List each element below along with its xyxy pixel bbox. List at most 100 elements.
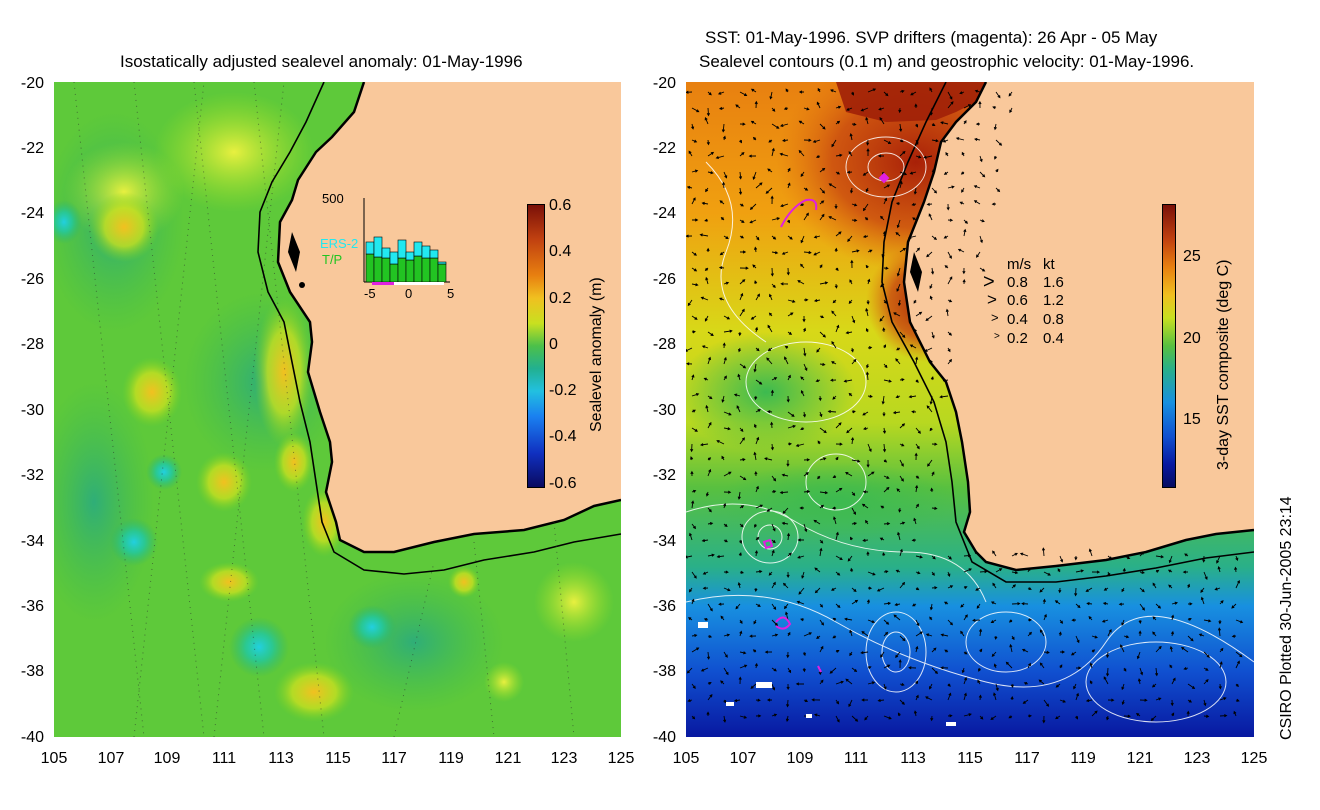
- velocity-vector: [972, 618, 981, 622]
- velocity-vector: [723, 667, 729, 676]
- velocity-vector: [1235, 651, 1243, 658]
- velocity-vector: [931, 442, 938, 446]
- velocity-vector: [865, 371, 870, 381]
- velocity-vector: [691, 197, 696, 205]
- velocity-vector: [915, 311, 923, 317]
- velocity-vector: [830, 89, 837, 93]
- velocity-vector: [1059, 619, 1064, 624]
- velocity-vector: [691, 647, 700, 653]
- left-x-tick: 107: [97, 750, 125, 767]
- right-x-tick: 119: [1070, 750, 1096, 767]
- velocity-vector: [770, 267, 774, 277]
- velocity-vector: [1122, 567, 1126, 573]
- velocity-vector: [1043, 571, 1051, 576]
- velocity-vector: [750, 315, 757, 320]
- velocity-vector: [963, 586, 968, 590]
- velocity-vector: [1074, 587, 1078, 597]
- velocity-vector: [943, 601, 949, 605]
- velocity-vector: [866, 148, 870, 157]
- velocity-vector: [835, 105, 842, 109]
- velocity-vector: [899, 123, 903, 133]
- velocity-vector: [907, 235, 917, 239]
- velocity-vector: [686, 362, 693, 366]
- velocity-vector: [690, 456, 694, 461]
- velocity-vector: [799, 506, 805, 510]
- velocity-vector: [959, 201, 965, 205]
- velocity-vector: [1027, 618, 1033, 622]
- velocity-vector: [738, 171, 743, 180]
- velocity-vector: [931, 555, 936, 560]
- velocity-vector: [851, 315, 856, 324]
- velocity-vector: [722, 181, 726, 189]
- velocity-vector: [813, 713, 821, 717]
- velocity-vector: [893, 614, 901, 621]
- velocity-vector: [877, 698, 885, 703]
- velocity-vector: [787, 442, 793, 446]
- velocity-vector: [704, 116, 709, 125]
- velocity-vector: [771, 147, 775, 157]
- velocity-vector: [767, 168, 773, 173]
- velocity-vector: [1182, 570, 1189, 574]
- velocity-vector: [915, 587, 920, 591]
- left-x-tick: 115: [325, 750, 351, 767]
- velocity-vector: [939, 395, 949, 399]
- velocity-vector: [752, 649, 757, 653]
- velocity-vector: [931, 586, 938, 590]
- velocity-vector: [931, 123, 936, 126]
- velocity-vector: [1105, 667, 1110, 677]
- velocity-vector: [911, 202, 917, 206]
- velocity-vector: [929, 427, 933, 432]
- velocity-vector: [915, 155, 922, 159]
- plot-credit: CSIRO Plotted 30-Jun-2005 23:14: [1278, 496, 1295, 740]
- right-y-tick: -38: [652, 663, 676, 680]
- velocity-vector: [992, 106, 997, 110]
- velocity-vector: [845, 472, 853, 477]
- sealevel-colorbar-tick: 0: [549, 336, 558, 353]
- velocity-vector: [851, 249, 860, 253]
- velocity-vector: [849, 133, 853, 141]
- velocity-vector: [897, 712, 901, 717]
- velocity-vector: [915, 427, 921, 434]
- velocity-vector: [814, 567, 821, 573]
- velocity-vector: [835, 680, 844, 685]
- velocity-vector: [1155, 667, 1159, 677]
- velocity-vector: [739, 523, 744, 528]
- velocity-vector: [787, 631, 791, 637]
- velocity-vector: [738, 347, 742, 353]
- velocity-vector: [866, 551, 870, 557]
- velocity-vector: [835, 231, 842, 237]
- velocity-vector: [787, 667, 792, 674]
- velocity-vector: [910, 91, 917, 96]
- velocity-vector: [849, 651, 853, 657]
- velocity-vector: [1171, 677, 1176, 685]
- velocity-vector: [723, 633, 731, 637]
- velocity-vector: [947, 619, 954, 626]
- velocity-vector: [688, 617, 693, 621]
- velocity-vector: [691, 683, 696, 689]
- velocity-vector: [832, 299, 837, 304]
- velocity-vector: [753, 451, 757, 461]
- velocity-vector: [959, 91, 965, 95]
- velocity-vector: [1011, 602, 1021, 606]
- velocity-vector: [754, 550, 759, 557]
- velocity-vector: [879, 116, 885, 125]
- velocity-vector: [883, 522, 891, 526]
- velocity-vector: [1187, 617, 1192, 621]
- velocity-vector: [926, 251, 933, 258]
- velocity-vector: [942, 378, 949, 383]
- velocity-vector: [768, 571, 773, 576]
- velocity-vector: [848, 699, 853, 708]
- velocity-vector: [705, 187, 709, 193]
- velocity-vector: [915, 379, 919, 383]
- velocity-vector: [1070, 651, 1077, 656]
- velocity-vector: [1187, 635, 1194, 642]
- velocity-vector: [754, 395, 758, 401]
- velocity-vector: [737, 582, 741, 589]
- velocity-vector: [976, 251, 981, 258]
- velocity-vector: [929, 359, 933, 365]
- velocity-vector: [1011, 571, 1019, 575]
- velocity-vector: [770, 195, 774, 205]
- right-y-tick: -36: [652, 598, 676, 615]
- velocity-vector: [913, 299, 917, 304]
- velocity-vector: [723, 587, 731, 592]
